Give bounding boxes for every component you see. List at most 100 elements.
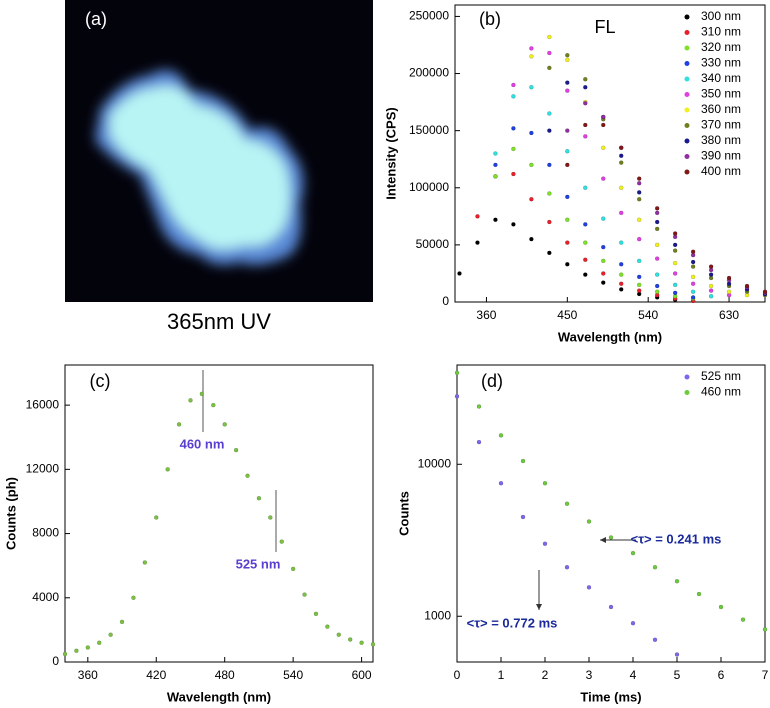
data-point — [619, 272, 624, 277]
data-point — [547, 65, 552, 71]
data-point — [547, 250, 552, 256]
data-point — [601, 280, 606, 285]
data-point — [583, 77, 588, 82]
legend-marker — [684, 92, 690, 97]
legend-label: 330 nm — [701, 56, 741, 70]
data-point — [142, 560, 148, 565]
data-point — [325, 624, 330, 629]
y-tick-label: 50000 — [416, 237, 450, 251]
data-point — [708, 283, 714, 289]
x-tick-label: 3 — [586, 668, 593, 682]
data-point — [520, 514, 526, 520]
legend-marker — [684, 138, 690, 144]
data-point — [674, 652, 680, 657]
y-axis-label: Intensity (CPS) — [383, 107, 398, 199]
data-point — [547, 191, 552, 196]
x-tick-label: 1 — [498, 668, 505, 682]
data-point — [619, 240, 624, 245]
y-tick-label: 150000 — [409, 123, 449, 137]
data-point — [476, 404, 482, 409]
data-point — [654, 206, 660, 211]
data-point — [256, 496, 262, 501]
data-point — [511, 82, 516, 88]
data-point — [744, 283, 750, 289]
data-point — [493, 151, 498, 156]
data-point — [565, 162, 570, 168]
plot-frame — [64, 364, 374, 663]
data-point — [637, 288, 642, 293]
data-point — [493, 217, 498, 222]
y-tick-label: 8000 — [32, 526, 59, 540]
legend-marker — [684, 14, 690, 20]
data-point — [637, 190, 642, 195]
data-point — [608, 604, 614, 610]
data-point — [565, 149, 570, 154]
data-point — [279, 539, 284, 544]
x-axis-label: Wavelength (nm) — [558, 329, 662, 344]
legend-marker — [684, 45, 690, 51]
data-point — [493, 174, 498, 179]
data-point — [511, 94, 516, 99]
data-point — [601, 122, 606, 128]
data-point — [654, 289, 660, 294]
data-point — [547, 50, 552, 56]
legend-label: 380 nm — [701, 133, 741, 147]
data-point — [672, 248, 678, 253]
data-point — [601, 145, 606, 150]
data-point — [586, 585, 592, 590]
data-point — [290, 566, 296, 572]
x-tick-label: 2 — [542, 668, 549, 682]
x-axis-label: Wavelength (nm) — [167, 689, 271, 704]
y-tick-label: 16000 — [26, 397, 60, 411]
y-tick-label: 1000 — [424, 608, 451, 622]
data-point — [565, 194, 570, 200]
data-point — [696, 591, 702, 597]
data-point — [637, 258, 642, 264]
data-point — [586, 519, 592, 524]
data-point — [547, 34, 552, 40]
data-point — [654, 272, 660, 277]
data-point — [475, 240, 480, 245]
data-point — [547, 111, 552, 116]
arrow-head — [536, 604, 542, 610]
y-tick-label: 10000 — [418, 456, 452, 470]
data-point — [529, 54, 534, 59]
legend-marker — [684, 374, 690, 380]
x-tick-label: 7 — [762, 668, 769, 682]
data-point — [672, 282, 678, 288]
data-point — [547, 219, 552, 225]
data-point — [708, 264, 714, 269]
data-point — [583, 240, 588, 245]
x-tick-label: 450 — [557, 308, 577, 322]
x-tick-label: 6 — [718, 668, 725, 682]
data-point — [583, 101, 588, 106]
data-point — [672, 260, 678, 266]
data-point — [652, 565, 658, 570]
data-point — [637, 282, 642, 288]
data-point — [511, 126, 516, 131]
annotation: 525 nm — [236, 556, 281, 571]
x-tick-label: 360 — [78, 668, 98, 682]
data-point — [245, 473, 250, 478]
y-tick-label: 0 — [52, 654, 59, 668]
y-axis-label: Counts (ph) — [3, 477, 18, 550]
data-point — [475, 214, 480, 219]
legend-label: 340 nm — [701, 71, 741, 85]
data-point — [726, 275, 732, 281]
data-point — [529, 85, 534, 90]
data-point — [637, 180, 642, 186]
x-tick-label: 600 — [352, 668, 372, 682]
data-point — [583, 185, 588, 190]
data-point — [690, 259, 696, 265]
data-point — [619, 210, 624, 216]
data-point — [608, 535, 614, 540]
legend-marker — [684, 107, 690, 113]
legend-label: 460 nm — [701, 385, 741, 399]
data-point — [97, 640, 102, 645]
legend-marker — [684, 169, 690, 175]
data-point — [188, 398, 193, 403]
data-point — [672, 271, 678, 276]
data-point — [529, 130, 534, 136]
data-point — [454, 370, 460, 375]
caption: 365nm UV — [167, 309, 271, 334]
